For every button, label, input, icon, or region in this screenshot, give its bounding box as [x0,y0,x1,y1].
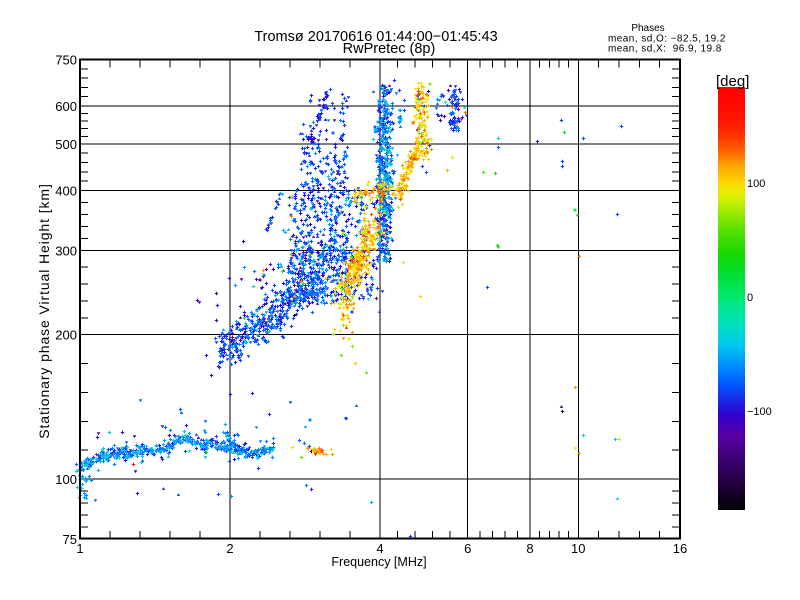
svg-text:mean, sd,O: −82.5, 19.2: mean, sd,O: −82.5, 19.2 [608,34,726,45]
svg-text:10: 10 [571,541,585,556]
svg-text:1: 1 [76,541,83,556]
svg-text:8: 8 [526,541,533,556]
svg-text:mean, sd,X: 96.9, 19.8: mean, sd,X: 96.9, 19.8 [608,44,722,55]
svg-text:100: 100 [55,472,77,487]
svg-text:75: 75 [63,532,77,547]
svg-text:Stationary phase Virtual Heigh: Stationary phase Virtual Height [km] [36,183,52,438]
svg-text:100: 100 [747,178,765,190]
svg-text:2: 2 [226,541,233,556]
svg-text:−100: −100 [747,406,772,418]
svg-text:RwPretec (8p): RwPretec (8p) [343,41,436,57]
svg-text:16: 16 [673,541,687,556]
svg-text:Tromsø 20170616 01:44:00−01:45: Tromsø 20170616 01:44:00−01:45:43 [254,29,497,45]
svg-text:750: 750 [55,53,77,68]
svg-text:300: 300 [55,243,77,258]
svg-text:6: 6 [464,541,471,556]
svg-text:200: 200 [55,328,77,343]
svg-text:Phases: Phases [631,23,664,34]
svg-text:Frequency [MHz]: Frequency [MHz] [331,555,426,569]
svg-text:4: 4 [376,541,383,556]
svg-text:0: 0 [747,292,753,304]
svg-text:500: 500 [55,137,77,152]
svg-text:400: 400 [55,183,77,198]
svg-text:600: 600 [55,99,77,114]
svg-text:[deg]: [deg] [716,73,749,90]
